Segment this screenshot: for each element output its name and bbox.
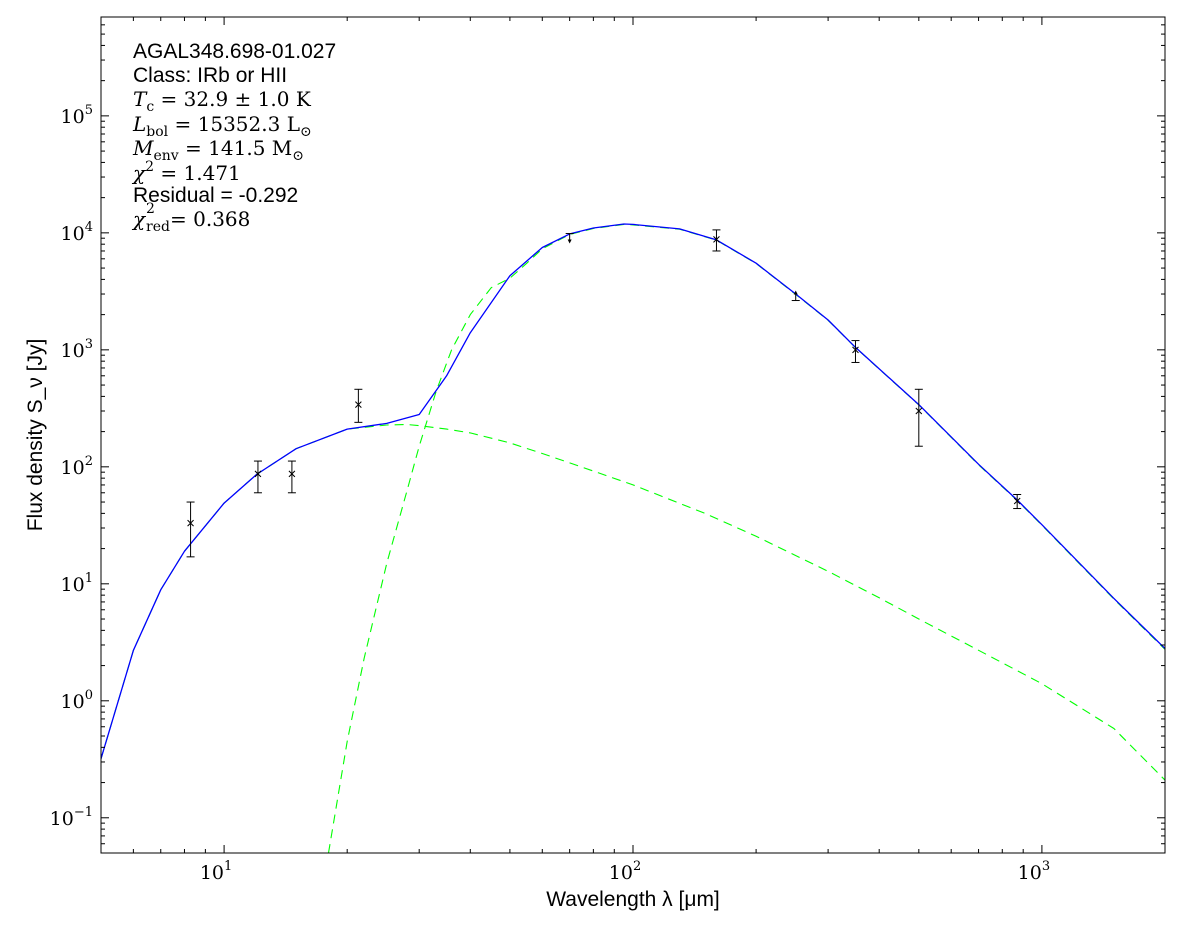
point-marker [254,470,262,478]
point-marker [852,346,859,354]
points-layer [186,229,1022,558]
data-point [253,460,262,494]
y-axis-label: Flux density S_ν [Jy] [24,339,47,532]
svg-text:= 0.368: = 0.368 [170,207,250,231]
residual-label: Residual = -0.292 [133,184,298,207]
data-point [565,233,574,244]
series-line-2 [327,223,1165,853]
svg-text:red: red [146,219,170,235]
data-point [287,460,296,494]
y-tick-label: 105 [61,103,93,128]
y-tick-label: 102 [61,454,93,479]
ticks-layer: 101 102 103 10−1 100 101 102 103 104 105 [50,17,1165,884]
chi2-red-label: χ 2 red = 0.368 [131,201,250,235]
data-point [712,229,721,252]
data-point [354,388,363,423]
series-layer [101,223,1165,853]
y-tick-label: 104 [61,220,93,245]
limit-arrow [567,239,572,244]
annotation-block: AGAL348.698-01.027 Class: IRb or HII Tc … [131,40,336,235]
x-tick-label: 102 [609,859,641,884]
class-label: Class: IRb or HII [133,64,287,87]
series-line-0 [101,223,1165,759]
data-point [851,340,860,363]
point-marker [355,401,362,409]
svg-text:χ: χ [131,207,147,231]
x-axis-label: Wavelength λ [μm] [546,888,720,911]
data-point [914,388,923,447]
svg-text:2: 2 [146,201,155,217]
point-marker [288,470,296,478]
lbol-label: Lbol = 15352.3 L⊙ [132,112,312,140]
source-name: AGAL348.698-01.027 [133,40,336,63]
data-point [1013,494,1022,510]
y-tick-label: 101 [61,571,93,596]
point-marker [915,407,923,415]
point-marker [713,235,720,243]
limit-arrow [793,290,798,295]
chi2-label: χ2 = 1.471 [131,159,241,185]
y-tick-label: 100 [61,688,93,713]
menv-label: Menv = 141.5 M⊙ [132,136,304,164]
x-tick-label: 101 [200,859,232,884]
y-tick-label: 103 [61,337,93,362]
point-marker [1013,497,1021,505]
series-line-1 [101,423,1165,781]
x-tick-label: 103 [1018,859,1050,884]
data-point [791,290,800,302]
y-tick-label: 10−1 [50,805,93,830]
point-marker [187,519,194,527]
data-point [186,501,195,558]
tc-label: Tc = 32.9 ± 1.0 K [133,87,312,115]
